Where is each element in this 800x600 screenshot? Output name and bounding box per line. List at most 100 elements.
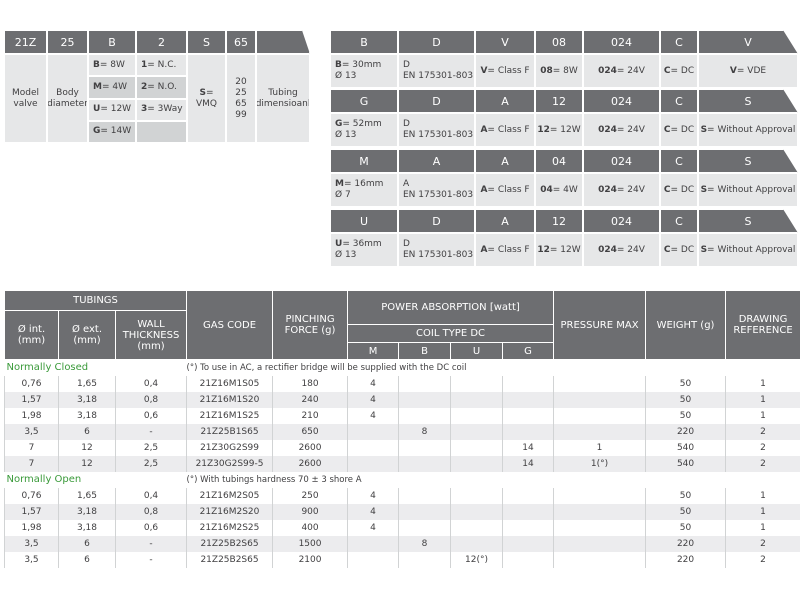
data-cell: 0,8 — [114, 391, 188, 408]
cell-text: 25 — [235, 87, 247, 98]
cell-text: 024= 24V — [598, 244, 645, 255]
cell-text: Ø 13 — [335, 71, 357, 81]
cell-text: 024 — [611, 94, 632, 108]
variant-cell: A= Class F — [475, 173, 535, 207]
data-cell: 2 — [725, 455, 800, 472]
cell-text: Ø 7 — [335, 190, 351, 200]
data-cell: 21Z25B2S65 — [186, 551, 274, 568]
variant-cell: M= 16mm Ø 7 — [330, 173, 398, 207]
data-cell — [398, 439, 452, 456]
cell-text: S — [744, 94, 752, 108]
cell-text: G= 52mm — [335, 119, 382, 129]
data-cell: 1 — [725, 407, 800, 424]
variant-cell: C= DC — [660, 233, 698, 267]
data-cell: 1(°) — [553, 455, 647, 472]
data-cell: 12 — [58, 439, 116, 456]
cell-text: 1= N.C. — [141, 59, 177, 70]
code-diameter: Body diameter — [47, 54, 88, 143]
cell-text: 04 — [552, 154, 566, 168]
cell-text: 2 — [158, 35, 165, 49]
cell-text: 65 — [235, 98, 247, 109]
table-row: 1,98 3,18 0,6 21Z16M2S25 400 4 50 1 — [4, 519, 800, 536]
data-cell: 3,18 — [58, 391, 116, 408]
data-cell — [502, 423, 555, 440]
data-cell: 21Z30G2S99 — [186, 439, 274, 456]
cell-text: 024 — [611, 214, 632, 228]
variant-header: V — [698, 30, 798, 54]
cell-text: EN 175301-803 — [403, 130, 474, 140]
data-cell: 4 — [347, 487, 400, 504]
section-note: (°) With tubings hardness 70 ± 3 shore A — [186, 474, 362, 485]
data-cell: 1,57 — [4, 503, 59, 520]
data-cell: 12(°) — [450, 551, 504, 568]
variant-header: D — [398, 89, 475, 113]
data-cell: 14 — [502, 439, 555, 456]
data-cell — [450, 423, 504, 440]
variant-header: 04 — [535, 149, 583, 173]
data-cell — [502, 407, 555, 424]
cell-text: Model valve — [11, 87, 40, 109]
cell-text: 024 — [611, 35, 632, 49]
data-cell — [347, 423, 400, 440]
data-cell — [450, 503, 504, 520]
table-row: 1,98 3,18 0,6 21Z16M1S25 210 4 50 1 — [4, 407, 800, 424]
cell-text: S= Without Approval — [700, 244, 796, 255]
data-cell — [398, 551, 452, 568]
cell-text: 024 — [611, 154, 632, 168]
variant-header: U — [330, 209, 398, 233]
variant-header: C — [660, 30, 698, 54]
data-cell — [450, 535, 504, 552]
cell-text: C — [675, 154, 683, 168]
variant-cell: D EN 175301-803 — [398, 233, 475, 267]
variant-cell: 08= 8W — [535, 54, 583, 88]
variant-cell: D EN 175301-803 — [398, 54, 475, 88]
data-cell: 1,65 — [58, 487, 116, 504]
cell-text: A — [403, 179, 410, 189]
cell-text: B — [108, 35, 116, 49]
data-cell — [553, 535, 647, 552]
cell-text: 20 — [235, 76, 247, 87]
cell-text: 04= 4W — [540, 184, 578, 195]
variant-cell: 024= 24V — [583, 233, 660, 267]
data-cell: 0,6 — [114, 519, 188, 536]
variant-cell: 024= 24V — [583, 173, 660, 207]
data-cell — [502, 487, 555, 504]
variant-header: M — [330, 149, 398, 173]
data-cell: 12 — [58, 455, 116, 472]
data-cell — [502, 375, 555, 392]
data-cell: 1500 — [272, 535, 349, 552]
section-note: (°) To use in AC, a rectifier bridge wil… — [186, 362, 467, 373]
variant-cell: V= Class F — [475, 54, 535, 88]
data-cell: 6 — [58, 551, 116, 568]
cell-text: 25 — [60, 35, 75, 49]
data-cell: 21Z16M2S25 — [186, 519, 274, 536]
cell-text: V= Class F — [480, 65, 530, 76]
table-row: Ø int. (mm) Ø ext. (mm) WALL THICKNESS (mm… — [4, 310, 800, 360]
variant-cell: V= VDE — [698, 54, 798, 88]
cell-text: 21Z — [14, 35, 37, 49]
variant-cell: B= 30mm Ø 13 — [330, 54, 398, 88]
data-cell: 6 — [58, 423, 116, 440]
variant-cell: C= DC — [660, 173, 698, 207]
header-cell: POWER ABSORPTION [watt] — [347, 290, 555, 325]
data-cell — [502, 391, 555, 408]
data-cell — [502, 519, 555, 536]
data-cell: 1 — [725, 519, 800, 536]
cell-text: S — [203, 35, 210, 49]
variant-cell: A EN 175301-803 — [398, 173, 475, 207]
data-cell — [398, 519, 452, 536]
variant-header: D — [398, 30, 475, 54]
variant-cell: 024= 24V — [583, 113, 660, 147]
table-row: Normally Closed (°) To use in AC, a recti… — [5, 360, 800, 376]
data-cell: 1 — [725, 487, 800, 504]
data-cell — [502, 551, 555, 568]
data-cell: 14 — [502, 455, 555, 472]
data-cell: 21Z16M2S05 — [186, 487, 274, 504]
data-cell — [450, 519, 504, 536]
data-cell: 540 — [645, 455, 727, 472]
variant-header: S — [698, 209, 798, 233]
header-cell: COIL TYPE DC — [347, 324, 555, 343]
table-row: 0,76 1,65 0,4 21Z16M2S05 250 4 50 1 — [4, 487, 800, 504]
data-cell: 2 — [725, 551, 800, 568]
